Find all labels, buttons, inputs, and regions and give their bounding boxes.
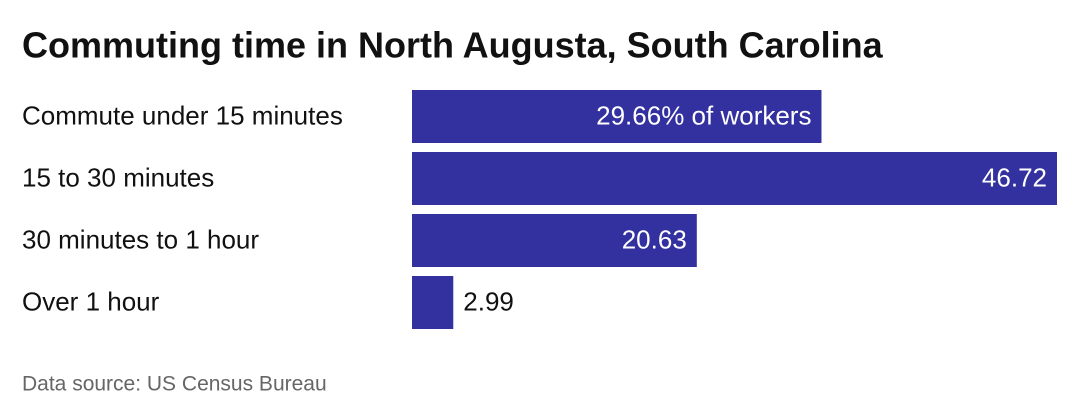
value-label: 2.99 [463,286,514,316]
chart-title: Commuting time in North Augusta, South C… [22,25,884,66]
bar [412,276,454,329]
bar [412,152,1057,205]
value-label: 29.66% of workers [596,100,811,130]
category-label: 30 minutes to 1 hour [22,224,259,254]
bar [412,90,822,143]
value-label: 20.63 [622,224,687,254]
value-label: 46.72 [982,162,1047,192]
category-label: Commute under 15 minutes [22,100,343,130]
category-label: 15 to 30 minutes [22,162,214,192]
bar [412,214,697,267]
category-label: Over 1 hour [22,286,160,316]
source: Data source: US Census Bureau [22,373,327,396]
